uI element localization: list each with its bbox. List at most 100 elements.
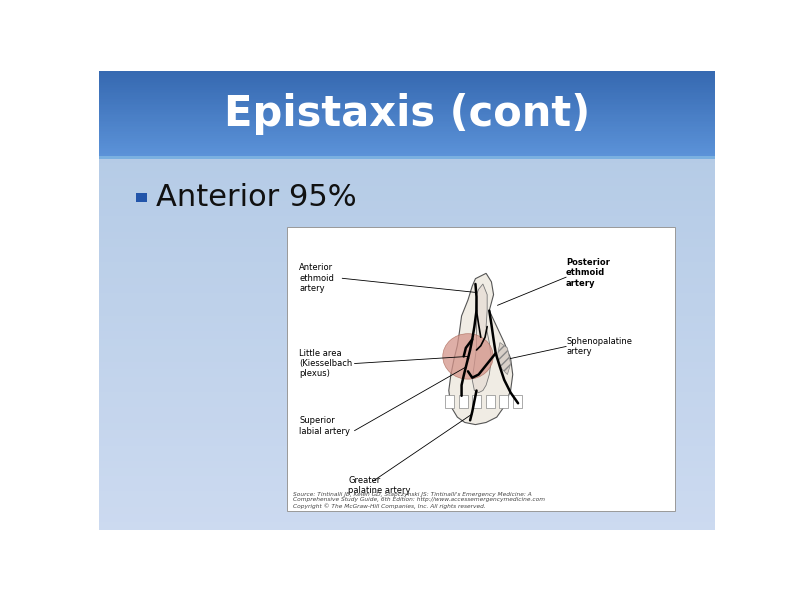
Bar [99, 415, 715, 422]
Bar [99, 270, 715, 277]
Bar [99, 136, 715, 137]
Bar [99, 149, 715, 151]
Bar [99, 151, 715, 153]
Text: Anterior 95%: Anterior 95% [156, 183, 357, 212]
Bar [99, 137, 715, 139]
Bar [99, 127, 715, 129]
Bar [99, 88, 715, 90]
Bar [99, 111, 715, 112]
Bar [99, 369, 715, 377]
Bar [99, 324, 715, 331]
Bar [99, 300, 715, 308]
Bar [99, 82, 715, 83]
Text: Source: Tintinalli JE, Kelen GD, Stapczynski JS: Tintinalli's Emergency Medicine: Source: Tintinalli JE, Kelen GD, Stapczy… [293, 491, 545, 509]
Bar [99, 354, 715, 362]
Bar [99, 141, 715, 143]
Bar [99, 133, 715, 134]
Bar [99, 80, 715, 82]
Bar [99, 93, 715, 95]
Bar [99, 346, 715, 354]
Bar [99, 148, 715, 149]
Bar [99, 100, 715, 102]
Bar [99, 99, 715, 100]
Bar [99, 186, 715, 193]
Bar [99, 115, 715, 117]
Bar [99, 105, 715, 107]
Bar [99, 95, 715, 97]
Bar [99, 146, 715, 148]
Bar [99, 85, 715, 87]
Bar [459, 394, 468, 408]
Bar [99, 209, 715, 217]
Text: Anterior
ethmoid
artery: Anterior ethmoid artery [299, 264, 334, 293]
Bar [99, 133, 715, 140]
Bar [99, 102, 715, 109]
Bar [99, 331, 715, 339]
Bar [99, 79, 715, 87]
Bar [99, 155, 715, 156]
Bar [99, 339, 715, 346]
Bar [99, 71, 715, 79]
Bar [99, 362, 715, 369]
Bar [99, 171, 715, 178]
Bar [99, 117, 715, 125]
Text: Little area
(Kiesselbach
plexus): Little area (Kiesselbach plexus) [299, 349, 353, 378]
Bar [99, 109, 715, 117]
Bar [99, 384, 715, 392]
Bar [99, 129, 715, 131]
Bar [99, 484, 715, 491]
Bar [99, 422, 715, 430]
Polygon shape [497, 343, 511, 374]
Bar [287, 227, 675, 511]
Bar [99, 468, 715, 476]
Bar [99, 140, 715, 148]
Bar [99, 117, 715, 119]
Bar [99, 143, 715, 145]
Bar [99, 90, 715, 92]
Bar [472, 394, 481, 408]
Text: Superior
labial artery: Superior labial artery [299, 416, 350, 436]
Bar [99, 148, 715, 155]
Bar [99, 453, 715, 461]
Bar [99, 163, 715, 171]
Bar [99, 75, 715, 77]
Bar [99, 178, 715, 186]
Bar [99, 224, 715, 231]
Bar [99, 78, 715, 80]
Bar [99, 239, 715, 247]
Bar [99, 400, 715, 408]
Text: Epistaxis (cont): Epistaxis (cont) [224, 93, 590, 135]
Bar [99, 155, 715, 163]
Text: Greater
palatine artery: Greater palatine artery [349, 476, 411, 496]
Bar [99, 446, 715, 453]
Bar [99, 153, 715, 155]
Bar [99, 217, 715, 224]
Bar [99, 94, 715, 102]
Bar [99, 87, 715, 94]
Bar [99, 193, 715, 201]
Bar [99, 377, 715, 384]
Bar [99, 285, 715, 293]
Polygon shape [472, 284, 491, 393]
Bar [99, 461, 715, 468]
Bar [99, 277, 715, 285]
Bar [99, 125, 715, 133]
Bar [99, 430, 715, 438]
Bar [99, 126, 715, 127]
Bar [99, 392, 715, 400]
Bar [99, 308, 715, 316]
Bar [99, 134, 715, 136]
Bar [99, 122, 715, 124]
Bar [99, 107, 715, 109]
Bar [99, 77, 715, 78]
Bar [99, 109, 715, 111]
Bar [99, 104, 715, 105]
Bar [513, 394, 522, 408]
Bar [499, 394, 508, 408]
Bar [99, 408, 715, 415]
Bar [99, 87, 715, 88]
Bar [99, 121, 715, 122]
Bar [445, 394, 454, 408]
Bar [486, 394, 495, 408]
Bar [99, 145, 715, 146]
